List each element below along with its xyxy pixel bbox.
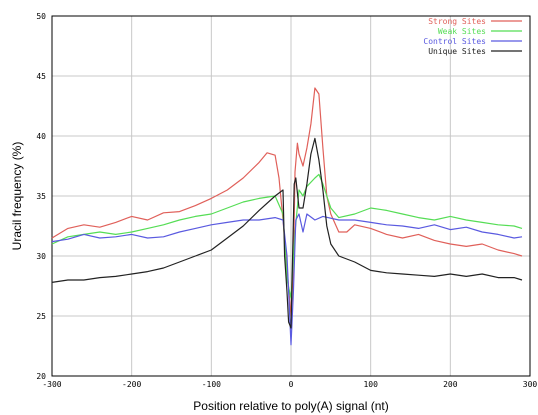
x-tick-label: 200 — [443, 380, 458, 389]
legend-label: Unique Sites — [428, 47, 486, 56]
y-tick-label: 40 — [36, 132, 46, 141]
legend-label: Weak Sites — [438, 27, 486, 36]
y-tick-label: 50 — [36, 12, 46, 21]
y-tick-label: 45 — [36, 72, 46, 81]
x-tick-label: 0 — [289, 380, 294, 389]
plot-frame — [51, 15, 531, 377]
legend-label: Strong Sites — [428, 17, 486, 26]
x-tick-label: 300 — [523, 380, 538, 389]
x-tick-label: 100 — [363, 380, 378, 389]
y-tick-label: 35 — [36, 192, 46, 201]
series-line-strong-sites — [51, 87, 523, 317]
x-tick-labels: -300 -200 -100 0 100 200 300 — [42, 380, 537, 389]
y-axis-title: Uracil frequency (%) — [10, 142, 24, 251]
x-tick-label: -100 — [202, 380, 221, 389]
series-line-weak-sites — [51, 173, 523, 299]
series-line-control-sites — [51, 213, 523, 346]
x-tick-label: -300 — [42, 380, 61, 389]
y-tick-labels: 20 25 30 35 40 45 50 — [36, 12, 46, 381]
y-tick-label: 20 — [36, 372, 46, 381]
y-tick-label: 25 — [36, 312, 46, 321]
x-axis-title: Position relative to poly(A) signal (nt) — [193, 399, 388, 413]
legend-label: Control Sites — [423, 37, 486, 46]
series-line-unique-sites — [51, 137, 523, 329]
series-lines — [51, 87, 523, 346]
y-tick-label: 30 — [36, 252, 46, 261]
x-tick-label: -200 — [122, 380, 141, 389]
